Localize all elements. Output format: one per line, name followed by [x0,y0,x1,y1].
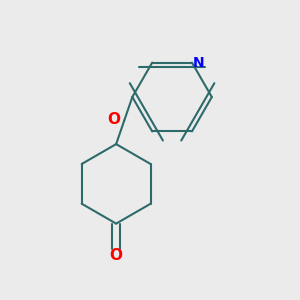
Text: N: N [193,56,204,70]
Text: O: O [110,248,123,262]
Text: O: O [107,112,120,127]
